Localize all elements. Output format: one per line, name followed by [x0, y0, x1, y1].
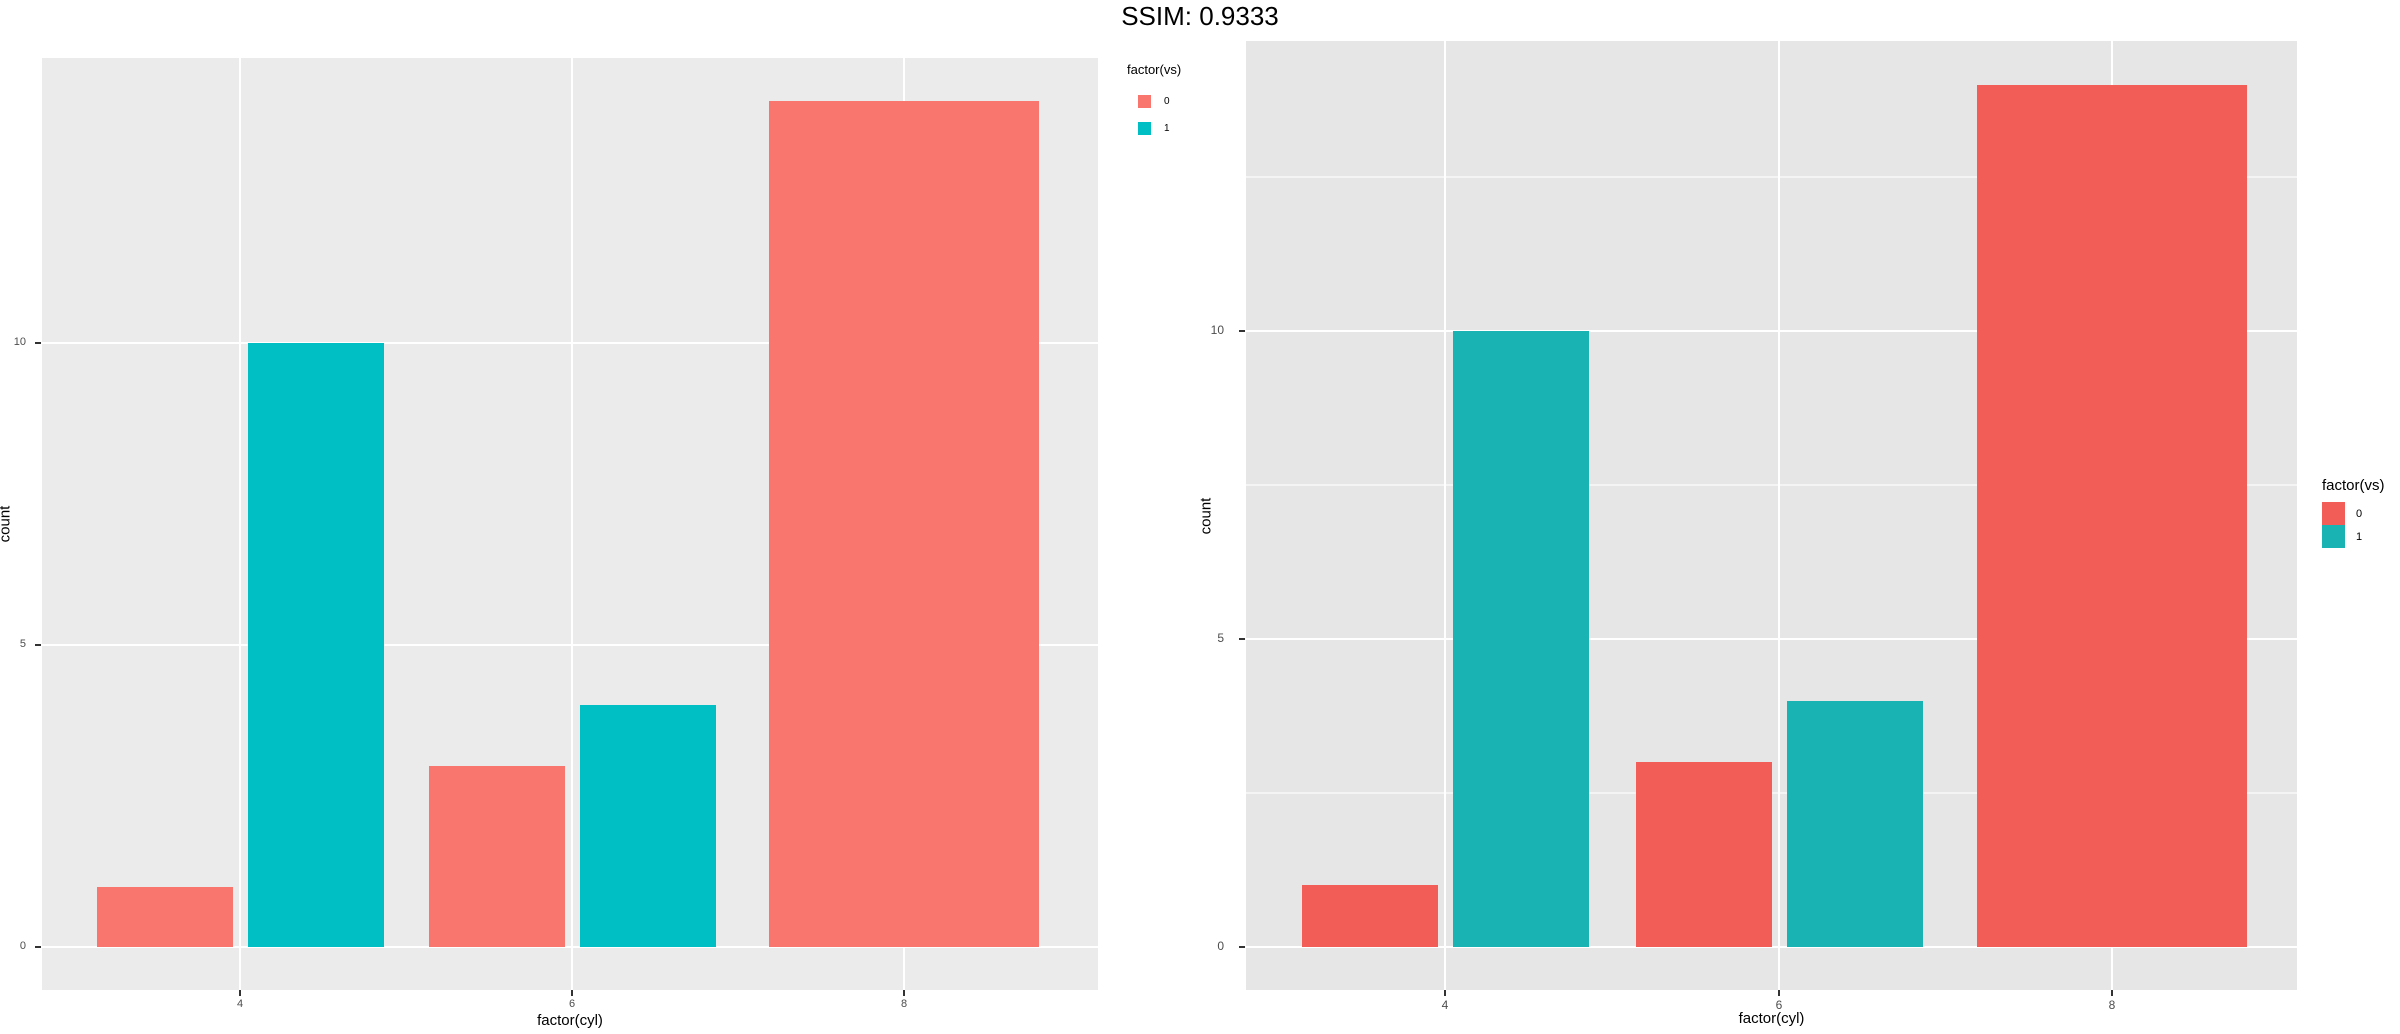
gridline-minor-y: [1246, 176, 2297, 178]
x-tick-mark: [2111, 990, 2113, 996]
bar-cyl6-vs1: [579, 705, 716, 947]
x-tick-label: 6: [568, 998, 576, 1010]
x-tick-mark: [1778, 990, 1780, 996]
gridline-major-y: [42, 946, 1098, 948]
y-tick-label: 0: [19, 939, 26, 952]
legend-key-vs0: [2322, 502, 2345, 525]
y-tick-mark: [1239, 330, 1245, 332]
bar-cyl4-vs1: [247, 343, 384, 947]
y-tick-mark: [1239, 946, 1245, 948]
y-tick-mark: [35, 946, 41, 948]
x-tick-mark: [571, 990, 573, 996]
legend-label-vs1: 1: [2356, 530, 2363, 543]
y-tick-label: 10: [13, 335, 26, 348]
bar-cyl4-vs0: [1301, 885, 1438, 947]
x-tick-label: 4: [1441, 998, 1449, 1012]
gridline-major-x: [1444, 41, 1446, 990]
y-tick-mark: [35, 342, 41, 344]
x-tick-label: 4: [236, 998, 244, 1010]
bar-cyl8-vs0: [1977, 84, 2247, 947]
ssim-title: SSIM: 0.9333: [1121, 1, 1279, 31]
legend-item-vs1: 1: [1138, 115, 1181, 142]
legend: factor(vs) 0 1: [1127, 62, 1181, 142]
legend-title: factor(vs): [1127, 62, 1182, 77]
legend-label-vs0: 0: [2356, 507, 2363, 520]
x-tick-mark: [239, 990, 241, 996]
legend: factor(vs) 0 1: [2322, 477, 2385, 548]
legend-key-vs0: [1138, 95, 1151, 108]
y-tick-label: 5: [19, 637, 26, 650]
gridline-major-x: [1778, 41, 1780, 990]
gridline-minor-y: [1246, 484, 2297, 486]
x-tick-label: 8: [900, 998, 908, 1010]
y-tick-label: 10: [1210, 323, 1224, 338]
bar-cyl6-vs1: [1786, 700, 1923, 947]
plot-panel: [42, 58, 1098, 990]
gridline-major-x: [239, 58, 241, 990]
plot-panel: [1246, 41, 2297, 990]
legend-label-vs0: 0: [1164, 96, 1170, 107]
bar-cyl6-vs0: [1635, 762, 1772, 947]
gridline-major-y: [1246, 946, 2297, 948]
legend-item-vs0: 0: [1138, 88, 1181, 115]
gridline-minor-y: [1246, 792, 2297, 794]
y-axis-title: count: [1197, 497, 1215, 534]
bar-cyl8-vs0: [769, 101, 1039, 947]
x-tick-label: 6: [1775, 998, 1783, 1012]
x-tick-mark: [1444, 990, 1446, 996]
gridline-major-y: [42, 342, 1098, 344]
bar-cyl4-vs0: [96, 886, 233, 947]
gridline-major-y: [1246, 330, 2297, 332]
x-axis-title: factor(cyl): [537, 1012, 603, 1029]
y-axis-title: count: [0, 505, 14, 543]
y-tick-label: 5: [1217, 631, 1224, 646]
x-tick-mark: [903, 990, 905, 996]
y-tick-label: 0: [1217, 939, 1224, 954]
legend-label-vs1: 1: [1164, 123, 1170, 134]
legend-item-vs1: 1: [2322, 525, 2385, 548]
gridline-major-y: [1246, 638, 2297, 640]
gridline-major-x: [571, 58, 573, 990]
y-tick-mark: [1239, 638, 1245, 640]
x-axis-title: factor(cyl): [1738, 1010, 1805, 1027]
bar-cyl4-vs1: [1452, 331, 1589, 947]
legend-key-vs1: [1138, 122, 1151, 135]
x-tick-label: 8: [2108, 998, 2116, 1012]
legend-title: factor(vs): [2322, 477, 2385, 494]
legend-key-vs1: [2322, 525, 2345, 548]
y-tick-mark: [35, 644, 41, 646]
gridline-major-y: [42, 644, 1098, 646]
legend-item-vs0: 0: [2322, 502, 2385, 525]
bar-cyl6-vs0: [428, 765, 565, 947]
